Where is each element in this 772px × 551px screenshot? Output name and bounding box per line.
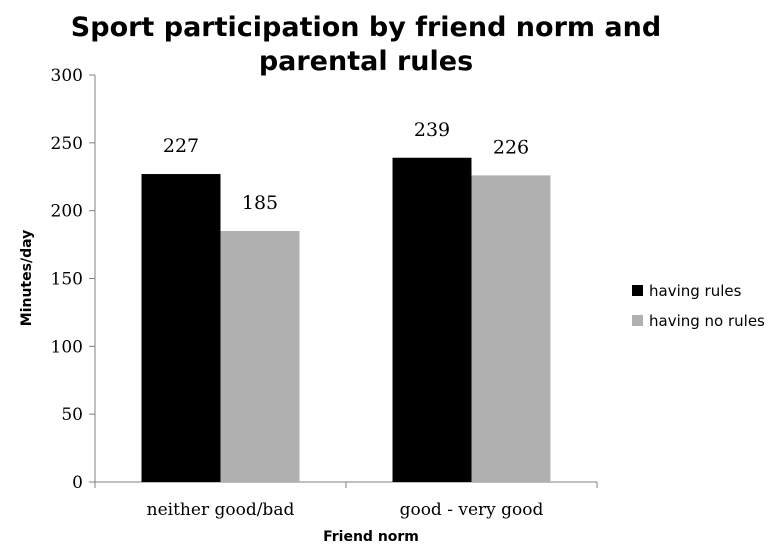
bar-having-no-rules: [220, 231, 300, 482]
y-axis-title: Minutes/day: [19, 230, 35, 326]
x-axis-title: Friend norm: [323, 529, 419, 545]
legend-label: having no rules: [649, 312, 765, 330]
y-tick-label: 100: [51, 337, 83, 357]
bars: [141, 157, 551, 483]
bar-value-label: 226: [493, 136, 529, 158]
legend: having rules having no rules: [632, 282, 765, 330]
legend-swatch: [632, 285, 643, 296]
value-labels: 227 185 239 226: [163, 119, 529, 214]
legend-swatch: [632, 315, 643, 326]
bar-having-no-rules: [471, 175, 551, 483]
bar-value-label: 185: [242, 192, 278, 214]
y-tick-label: 150: [51, 270, 83, 290]
bar-value-label: 239: [414, 119, 450, 141]
y-tick-label: 0: [72, 473, 83, 493]
y-tick-label: 250: [51, 134, 83, 154]
bar-having-rules: [141, 174, 221, 482]
y-tick-label: 200: [51, 202, 83, 222]
chart-title-line-2: parental rules: [259, 46, 473, 77]
y-axis: 0 50 100 150 200 250 300: [51, 66, 96, 493]
bar-having-rules: [392, 157, 472, 483]
x-category-label: good - very good: [400, 500, 544, 520]
x-category-label: neither good/bad: [147, 500, 295, 520]
bar-value-label: 227: [163, 135, 199, 157]
x-axis: neither good/bad good - very good: [94, 481, 598, 520]
chart-title-line-1: Sport participation by friend norm and: [71, 12, 661, 43]
legend-label: having rules: [649, 282, 742, 300]
y-tick-label: 300: [51, 66, 83, 86]
y-tick-label: 50: [61, 405, 83, 425]
